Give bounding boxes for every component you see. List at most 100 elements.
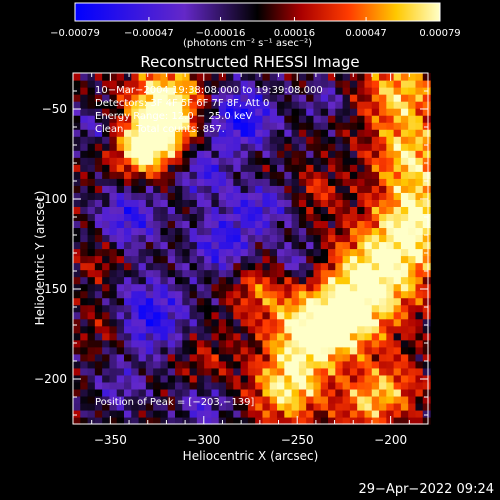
heatmap-cell [175, 395, 183, 404]
heatmap-cell [298, 136, 307, 144]
heatmap-cell [109, 178, 118, 186]
heatmap-cell [415, 297, 424, 306]
heatmap-cell [73, 346, 81, 355]
heatmap-cell [196, 80, 205, 88]
heatmap-cell [320, 164, 329, 172]
heatmap-cell [255, 262, 264, 271]
colorbar-gradient [74, 2, 441, 22]
heatmap-cell [87, 283, 96, 292]
heatmap-cell [313, 304, 322, 313]
heatmap-cell [284, 374, 293, 383]
heatmap-cell [357, 339, 366, 348]
heatmap-cell [284, 234, 293, 243]
heatmap-cell [313, 115, 322, 123]
heatmap-cell [284, 171, 293, 179]
heatmap-cell [87, 318, 96, 327]
heatmap-cell [131, 325, 140, 334]
heatmap-cell [73, 136, 81, 144]
heatmap-cell [291, 115, 300, 123]
heatmap-cell [247, 395, 256, 404]
heatmap-cell [138, 178, 147, 186]
heatmap-cell [306, 388, 315, 397]
heatmap-cell [262, 136, 271, 144]
heatmap-cell [386, 297, 395, 306]
heatmap-cell [102, 297, 111, 306]
heatmap-cell [335, 94, 344, 102]
heatmap-cell [335, 108, 344, 116]
heatmap-cell [218, 248, 227, 257]
heatmap-cell [298, 318, 307, 327]
heatmap-cell [138, 339, 147, 348]
heatmap-cell [167, 325, 176, 334]
heatmap-cell [247, 367, 256, 376]
heatmap-cell [335, 395, 344, 404]
heatmap-cell [160, 234, 169, 243]
heatmap-cell [167, 248, 176, 257]
heatmap-cell [204, 234, 213, 243]
heatmap-cell [371, 94, 380, 102]
heatmap-cell [94, 360, 103, 369]
heatmap-cell [175, 304, 183, 313]
heatmap-cell [109, 73, 118, 81]
heatmap-cell [349, 304, 358, 313]
heatmap-cell [189, 143, 198, 151]
heatmap-cell [313, 346, 322, 355]
heatmap-cell [87, 101, 96, 109]
heatmap-cell [408, 115, 417, 123]
heatmap-cell [277, 255, 285, 264]
heatmap-cell [233, 206, 242, 214]
heatmap-cell [233, 192, 242, 200]
heatmap-cell [233, 220, 242, 229]
heatmap-cell [102, 227, 111, 236]
heatmap-cell [116, 87, 125, 95]
heatmap-cell [204, 388, 213, 397]
heatmap-cell [116, 367, 125, 376]
heatmap-cell [298, 241, 307, 250]
heatmap-cell [313, 339, 322, 348]
heatmap-cell [131, 248, 140, 257]
heatmap-cell [298, 374, 307, 383]
heatmap-cell [408, 276, 417, 285]
heatmap-cell [160, 129, 169, 137]
heatmap-cell [422, 262, 431, 271]
heatmap-cell [379, 318, 387, 327]
heatmap-cell [306, 318, 315, 327]
heatmap-cell [116, 325, 125, 334]
heatmap-cell [335, 87, 344, 95]
heatmap-cell [218, 297, 227, 306]
heatmap-cell [393, 143, 402, 151]
heatmap-cell [277, 339, 285, 348]
heatmap-cell [124, 122, 132, 130]
heatmap-cell [109, 213, 118, 222]
heatmap-cell [211, 374, 220, 383]
heatmap-cell [313, 227, 322, 236]
heatmap-cell [73, 80, 81, 88]
heatmap-cell [393, 360, 402, 369]
heatmap-cell [393, 234, 402, 243]
heatmap-cell [284, 395, 293, 404]
heatmap-cell [73, 101, 81, 109]
heatmap-cell [415, 409, 424, 418]
heatmap-cell [109, 381, 118, 390]
heatmap-cell [240, 185, 249, 193]
heatmap-cell [379, 290, 387, 299]
heatmap-cell [306, 94, 315, 102]
heatmap-cell [342, 283, 351, 292]
heatmap-cell [87, 129, 96, 137]
heatmap-cell [298, 402, 307, 411]
heatmap-cell [218, 276, 227, 285]
heatmap-cell [313, 262, 322, 271]
heatmap-cell [80, 304, 89, 313]
heatmap-cell [400, 388, 409, 397]
heatmap-cell [291, 262, 300, 271]
heatmap-cell [313, 241, 322, 250]
heatmap-cell [87, 115, 96, 123]
heatmap-cell [342, 178, 351, 186]
heatmap-cell [138, 409, 147, 418]
heatmap-cell [218, 318, 227, 327]
heatmap-cell [167, 269, 176, 278]
heatmap-cell [386, 262, 395, 271]
heatmap-cell [73, 304, 81, 313]
heatmap-cell [218, 304, 227, 313]
heatmap-cell [233, 129, 242, 137]
